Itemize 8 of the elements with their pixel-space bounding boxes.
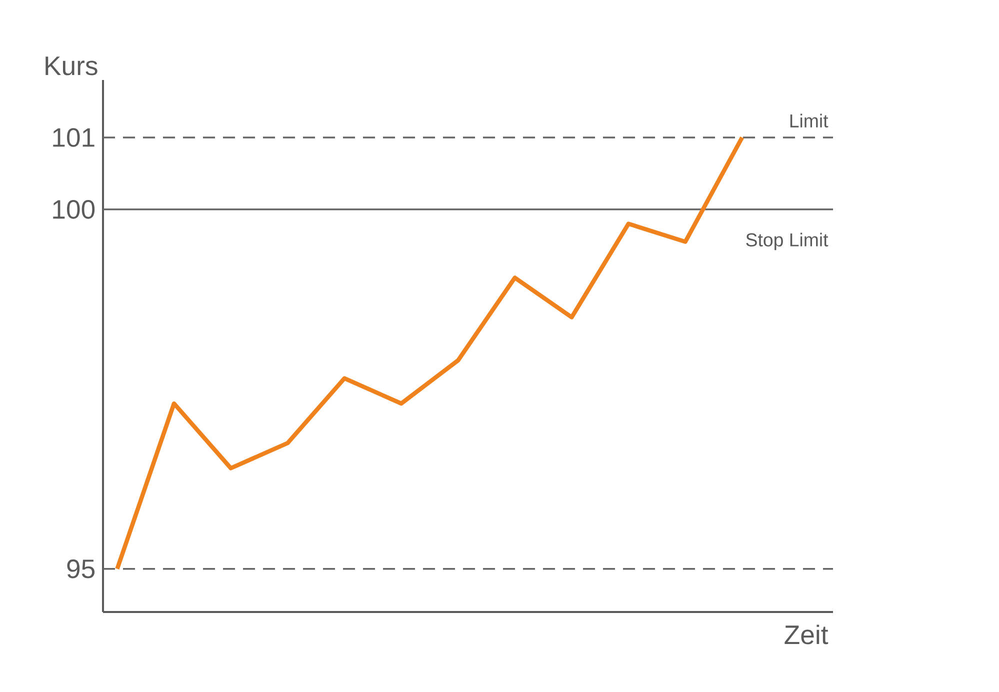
- ref-line-label: Limit: [790, 114, 828, 128]
- x-axis-title: Zeit: [784, 624, 828, 644]
- y-tick-label: 100: [53, 200, 95, 219]
- line-series: [115, 135, 744, 571]
- y-tick-label: 95: [67, 559, 95, 578]
- y-axis-title: Kurs: [46, 56, 98, 76]
- ref-line-label: Stop Limit: [746, 232, 828, 250]
- y-tick-label: 101: [53, 128, 94, 147]
